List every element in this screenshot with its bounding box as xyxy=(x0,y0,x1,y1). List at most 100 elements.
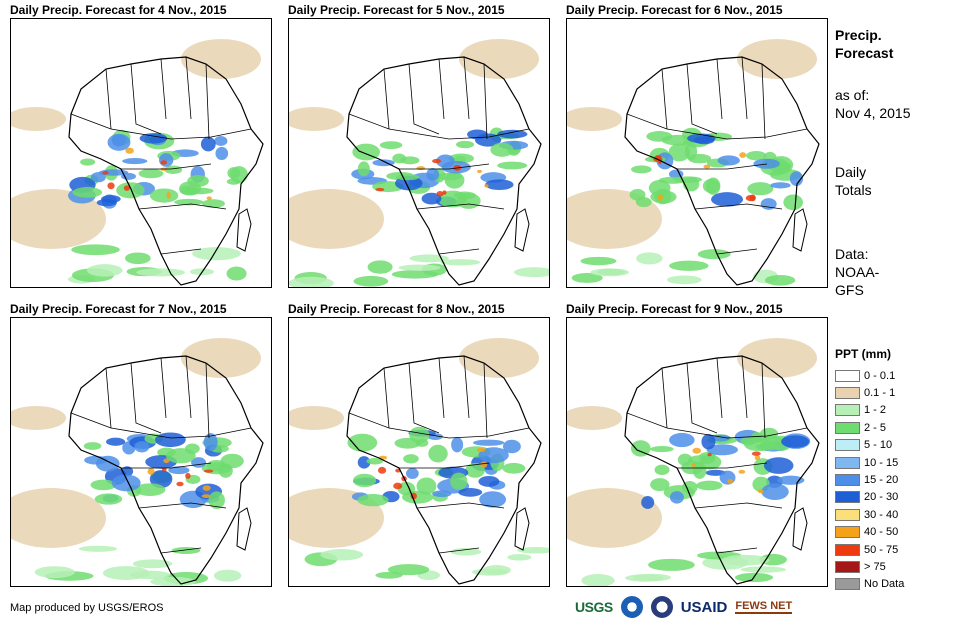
africa-outline xyxy=(68,355,264,585)
rain-patch xyxy=(432,490,452,498)
rain-patch xyxy=(757,489,764,494)
rain-patch xyxy=(149,188,179,203)
agency-logos: USGS USAID FEWS NET xyxy=(575,594,793,620)
country-border xyxy=(205,63,210,140)
rain-patch xyxy=(479,491,507,508)
rain-patch xyxy=(416,477,437,495)
rain-patch xyxy=(226,266,247,281)
rain-patch xyxy=(366,457,384,465)
totals-line: Totals xyxy=(835,182,872,198)
fews-net-logo: FEWS NET xyxy=(735,600,793,614)
rain-patch xyxy=(106,437,126,446)
rain-patch xyxy=(202,199,225,208)
rain-patch xyxy=(450,472,468,491)
rain-patch xyxy=(654,464,670,475)
rain-patch xyxy=(459,39,539,79)
heading-line: Precip. xyxy=(835,27,882,43)
panel-title: Daily Precip. Forecast for 8 Nov., 2015 xyxy=(288,302,505,316)
rain-patch xyxy=(101,195,121,203)
rain-patch xyxy=(289,107,344,131)
rain-patch xyxy=(347,433,378,452)
country-border xyxy=(383,68,390,130)
totals-line: Daily xyxy=(835,164,867,180)
rain-patch xyxy=(378,466,387,474)
africa-outline xyxy=(346,56,542,286)
rain-patch xyxy=(11,406,66,430)
country-border xyxy=(130,362,162,434)
data-source-line: Data: xyxy=(835,246,869,262)
rain-patch xyxy=(669,432,695,448)
country-border xyxy=(741,355,748,419)
madagascar-outline xyxy=(236,507,252,551)
map-credit: Map produced by USGS/EROS xyxy=(10,602,164,614)
rain-patch xyxy=(375,571,403,579)
rain-patch xyxy=(706,177,721,195)
legend-swatch xyxy=(835,526,860,539)
rain-patch xyxy=(737,338,817,378)
rain-patch xyxy=(763,457,794,474)
rain-patch xyxy=(789,171,804,186)
rain-patch xyxy=(34,566,75,579)
country-border xyxy=(463,355,470,419)
rain-patch xyxy=(130,570,171,580)
precip-map xyxy=(288,317,550,587)
rain-patch xyxy=(668,143,691,162)
country-border xyxy=(416,502,505,509)
rain-patch xyxy=(738,469,746,474)
rain-patch xyxy=(760,198,777,210)
side-heading: Precip. Forecast xyxy=(835,26,893,62)
rain-patch xyxy=(357,456,371,469)
rain-patch xyxy=(513,267,549,278)
rain-patch xyxy=(478,447,509,464)
rain-patch xyxy=(207,459,226,472)
rain-patch xyxy=(517,547,549,554)
country-border xyxy=(716,248,758,255)
data-source-line: NOAA- xyxy=(835,264,880,280)
rain-patch xyxy=(750,431,764,443)
rain-patch xyxy=(701,433,716,450)
panel-title: Daily Precip. Forecast for 4 Nov., 2015 xyxy=(10,3,227,17)
legend-swatch xyxy=(835,560,860,573)
country-border xyxy=(160,547,202,554)
country-border xyxy=(121,163,212,170)
rain-patch xyxy=(693,136,715,145)
rain-patch xyxy=(426,167,440,181)
rain-patch xyxy=(751,451,761,456)
rain-patch xyxy=(717,155,740,166)
rain-patch xyxy=(737,39,817,79)
rain-patch xyxy=(507,554,532,561)
country-border xyxy=(661,367,668,429)
rain-patch xyxy=(353,275,389,287)
legend-swatch xyxy=(835,491,860,504)
rain-patch xyxy=(692,447,702,454)
rain-patch xyxy=(631,165,652,174)
map-svg xyxy=(567,39,820,286)
country-border xyxy=(185,56,192,120)
rain-patch xyxy=(215,146,229,161)
country-border xyxy=(694,203,783,210)
rain-patch xyxy=(478,475,500,487)
legend-label: 10 - 15 xyxy=(864,456,899,469)
rain-patch xyxy=(567,406,622,430)
country-border xyxy=(686,63,718,135)
rain-patch xyxy=(375,187,385,192)
legend-item: 0.1 - 1 xyxy=(835,384,904,401)
rain-patch xyxy=(467,129,488,140)
rain-patch xyxy=(473,439,505,446)
africa-outline xyxy=(624,355,820,585)
heading-line: Forecast xyxy=(835,45,894,61)
rain-patch xyxy=(681,481,698,494)
rain-patch xyxy=(352,473,377,488)
legend-swatch xyxy=(835,508,860,521)
precip-map xyxy=(566,317,828,587)
rain-patch xyxy=(125,147,134,154)
country-border xyxy=(130,63,162,135)
rain-patch xyxy=(458,487,483,497)
rain-patch xyxy=(761,483,789,501)
rain-patch xyxy=(459,338,539,378)
seal-logo-icon xyxy=(650,596,673,618)
rain-patch xyxy=(107,133,131,151)
rain-patch xyxy=(122,158,148,165)
country-border xyxy=(399,462,490,469)
country-border xyxy=(205,362,210,439)
